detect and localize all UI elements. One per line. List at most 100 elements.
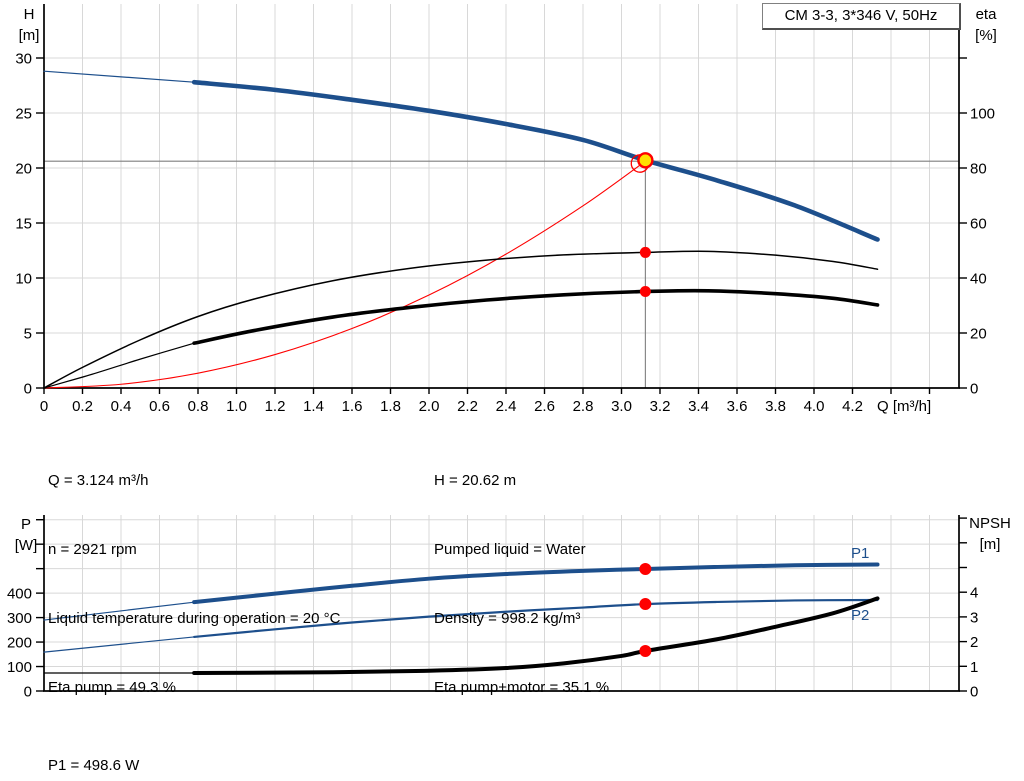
eta-pump-curve: [43, 250, 879, 389]
svg-text:3.0: 3.0: [611, 398, 632, 415]
svg-text:0.2: 0.2: [72, 398, 93, 415]
svg-text:3.2: 3.2: [650, 398, 671, 415]
svg-text:20: 20: [15, 161, 32, 178]
eta-axis-label: eta [%]: [975, 6, 997, 44]
svg-text:5: 5: [24, 326, 32, 343]
svg-text:0.6: 0.6: [149, 398, 170, 415]
p1-curve: [43, 562, 880, 621]
svg-text:400: 400: [7, 586, 32, 603]
head-curve-main: [191, 79, 880, 242]
svg-text:1.2: 1.2: [265, 398, 286, 415]
info-h: H = 20.62 m: [434, 472, 517, 489]
svg-text:1.8: 1.8: [380, 398, 401, 415]
grid-lines: [44, 4, 959, 388]
q-axis-label: Q [m³/h]: [877, 398, 932, 415]
tick-marks: [36, 57, 967, 394]
svg-text:4.2: 4.2: [842, 398, 863, 415]
head-curve-lead: [43, 70, 195, 83]
pump-title-box: CM 3-3, 3*346 V, 50Hz: [762, 3, 961, 30]
axes: [43, 4, 960, 389]
p-axis-label: P [W]: [14, 516, 38, 554]
svg-text:3.6: 3.6: [727, 398, 748, 415]
duty-point-lines: [44, 160, 959, 388]
svg-text:2.4: 2.4: [496, 398, 517, 415]
eta-pump-motor-curve-main: [192, 288, 880, 345]
info-eta-pump-motor: Eta pump+motor = 35.1 %: [434, 679, 610, 696]
svg-text:25: 25: [15, 106, 32, 123]
tick-labels: 0 100 200 300 400 0 1 2 3 4: [7, 585, 978, 701]
svg-text:200: 200: [7, 635, 32, 652]
svg-text:3.4: 3.4: [688, 398, 709, 415]
power-info: P1 = 498.6 W P2 = 355.3 W NPSH = 1.62 m: [48, 706, 153, 781]
svg-text:15: 15: [15, 216, 32, 233]
info-n: n = 2921 rpm: [48, 541, 137, 558]
head-curve: [43, 70, 880, 242]
svg-text:3: 3: [970, 609, 978, 626]
p2-curve-lead: [43, 636, 195, 653]
svg-text:1.6: 1.6: [342, 398, 363, 415]
curve-value-marker[interactable]: [639, 562, 652, 575]
power-npsh-chart: 0 100 200 300 400 0 1 2 3 4 P1 P2: [7, 515, 978, 701]
svg-text:0: 0: [24, 684, 32, 701]
curve-value-marker[interactable]: [639, 285, 651, 297]
svg-text:1: 1: [970, 659, 978, 676]
tick-labels: 0 5 10 15 20 25 30 0 20 40 60 80 100 0 0.2 0.4 0.6 0.8 1.0…: [15, 51, 995, 416]
svg-text:3.8: 3.8: [765, 398, 786, 415]
tick-marks: [36, 517, 967, 692]
p1-curve-main: [192, 562, 880, 605]
svg-text:2.6: 2.6: [534, 398, 555, 415]
svg-text:20: 20: [970, 326, 987, 343]
info-p1: P1 = 498.6 W: [48, 757, 140, 774]
svg-text:40: 40: [970, 271, 987, 288]
svg-text:0: 0: [970, 381, 978, 398]
curve-value-marker[interactable]: [639, 644, 652, 657]
info-pumped-liquid: Pumped liquid = Water: [434, 541, 586, 558]
svg-text:4: 4: [970, 585, 978, 602]
duty-point-marker[interactable]: [637, 152, 654, 169]
info-q: Q = 3.124 m³/h: [48, 472, 149, 489]
info-density: Density = 998.2 kg/m³: [434, 610, 581, 627]
info-liquid-temp: Liquid temperature during operation = 20…: [48, 610, 341, 627]
qh-eta-chart: 0 5 10 15 20 25 30 0 20 40 60 80 100 0 0.2 0.4 0.6 0.8 1.0…: [15, 4, 995, 415]
svg-text:0: 0: [40, 398, 48, 415]
svg-text:4.0: 4.0: [804, 398, 825, 415]
npsh-curve-main: [192, 596, 880, 675]
duty-info-right: H = 20.62 m Pumped liquid = Water Densit…: [434, 423, 609, 745]
duty-info-left: Q = 3.124 m³/h n = 2921 rpm Liquid tempe…: [48, 423, 340, 745]
svg-text:80: 80: [970, 161, 987, 178]
svg-text:1.4: 1.4: [303, 398, 324, 415]
svg-text:2: 2: [970, 634, 978, 651]
p2-curve-label: P2: [851, 607, 869, 624]
p1-curve-label: P1: [851, 545, 869, 562]
system-curve: [43, 160, 646, 389]
eta-pump-curve-main: [43, 250, 879, 389]
h-axis-label: H [m]: [18, 6, 40, 44]
npsh-axis-label: NPSH [m]: [969, 515, 1011, 553]
eta-pump-motor-curve: [43, 288, 880, 389]
svg-text:300: 300: [7, 610, 32, 627]
svg-text:2.8: 2.8: [573, 398, 594, 415]
svg-text:2.2: 2.2: [457, 398, 478, 415]
info-eta-pump: Eta pump = 49.3 %: [48, 679, 176, 696]
svg-text:0.8: 0.8: [188, 398, 209, 415]
eta-pump-motor-curve-lead: [43, 342, 195, 389]
svg-text:10: 10: [15, 271, 32, 288]
svg-text:1.0: 1.0: [226, 398, 247, 415]
svg-text:0: 0: [970, 684, 978, 701]
svg-text:100: 100: [7, 659, 32, 676]
p2-curve: [43, 598, 879, 653]
p1-curve-lead: [43, 601, 195, 621]
svg-text:100: 100: [970, 106, 995, 123]
svg-text:60: 60: [970, 216, 987, 233]
system-curve-main: [43, 160, 646, 389]
svg-text:0: 0: [24, 381, 32, 398]
svg-text:30: 30: [15, 51, 32, 68]
curve-value-marker[interactable]: [639, 246, 651, 258]
p2-curve-main: [193, 598, 879, 639]
svg-text:0.4: 0.4: [111, 398, 132, 415]
curve-value-marker[interactable]: [639, 598, 652, 611]
npsh-curve: [43, 596, 880, 675]
svg-text:2.0: 2.0: [419, 398, 440, 415]
